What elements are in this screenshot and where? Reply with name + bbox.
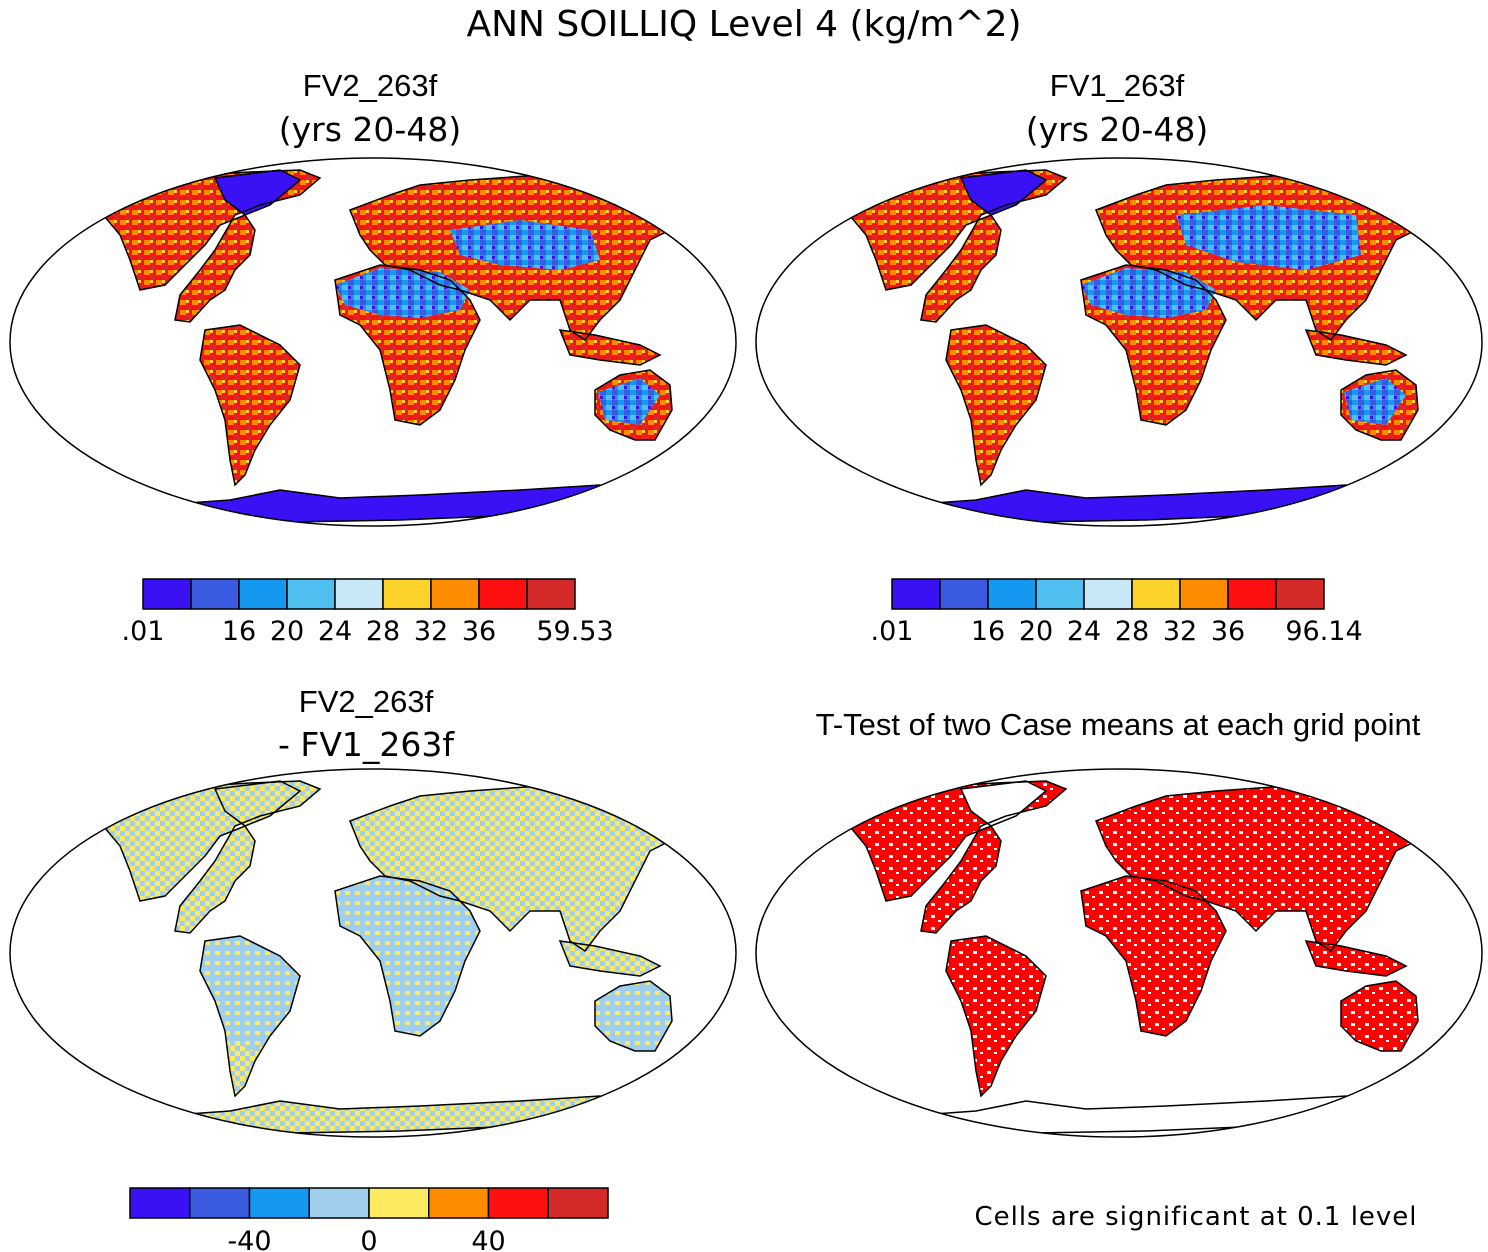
colorbar-swatch xyxy=(286,578,336,610)
colorbar-fv1: .01 16 20 24 28 32 36 96.14 xyxy=(871,578,1363,647)
colorbar-swatch xyxy=(1179,578,1229,610)
figure-title: ANN SOILLIQ Level 4 (kg/m^2) xyxy=(466,4,1021,45)
greenland-frozen xyxy=(215,170,300,215)
colorbar-tick-label: 59.53 xyxy=(536,616,613,647)
colorbar-tick-label: 36 xyxy=(462,616,496,647)
colorbar-tick-label: 32 xyxy=(414,616,448,647)
sahara-dry-region xyxy=(335,268,470,318)
antarctica-nonsignificant xyxy=(901,1096,1356,1133)
colorbar-swatch xyxy=(1083,578,1133,610)
antarctica-frozen xyxy=(155,485,610,522)
south-america-negative-region xyxy=(200,936,300,1051)
central-asia-dry-region xyxy=(450,220,600,270)
map-border xyxy=(9,768,737,1138)
colorbar-swatch xyxy=(248,1187,310,1219)
colorbar-tick-label: 20 xyxy=(1019,616,1053,647)
colorbar-difference: -40 0 40 xyxy=(129,1187,609,1252)
colorbar-swatch xyxy=(382,578,432,610)
colorbar-tick-label: 16 xyxy=(222,616,256,647)
panel-subtitle: - FV1_263f xyxy=(278,725,455,764)
africa-negative-region xyxy=(335,876,480,1036)
colorbar-swatch xyxy=(1275,578,1325,610)
panel-title: FV2_263f xyxy=(303,68,438,103)
colorbar-tick-label: 28 xyxy=(366,616,400,647)
colorbar-swatch xyxy=(428,1187,490,1219)
colorbar-swatch xyxy=(891,578,941,610)
colorbar-tick-label: 32 xyxy=(1163,616,1197,647)
sahara-dry-region xyxy=(1081,268,1216,318)
greenland-nonsignificant xyxy=(961,781,1046,826)
colorbar-swatch xyxy=(487,1187,549,1219)
colorbar-tick-label: 24 xyxy=(1067,616,1101,647)
panel-subtitle: (yrs 20-48) xyxy=(1026,110,1208,149)
colorbar-swatch xyxy=(368,1187,430,1219)
significance-note: Cells are significant at 0.1 level xyxy=(974,1202,1417,1232)
map-border xyxy=(755,157,1483,527)
panel-difference-map: FV2_263f - FV1_263f xyxy=(9,684,737,1138)
colorbar-tick-label: 0 xyxy=(360,1226,377,1252)
panel-title: FV2_263f xyxy=(299,684,434,719)
australia-negative-region xyxy=(595,981,672,1051)
panel-subtitle: (yrs 20-48) xyxy=(279,110,461,149)
colorbar-swatch xyxy=(1131,578,1181,610)
colorbar-swatch xyxy=(142,578,192,610)
colorbar-tick-label: -40 xyxy=(227,1226,271,1252)
colorbar-tick-label: 24 xyxy=(318,616,352,647)
panel-fv1-map: FV1_263f (yrs 20-48) xyxy=(755,68,1483,527)
panel-title: FV1_263f xyxy=(1050,68,1185,103)
colorbar-swatch xyxy=(939,578,989,610)
central-asia-dry-region xyxy=(1176,205,1361,270)
colorbar-tick-label: .01 xyxy=(871,616,914,647)
colorbar-swatch xyxy=(526,578,576,610)
colorbar-swatch xyxy=(430,578,480,610)
panel-title: T-Test of two Case means at each grid po… xyxy=(816,707,1421,742)
panel-ttest-map: T-Test of two Case means at each grid po… xyxy=(755,707,1483,1232)
colorbar-tick-label: 20 xyxy=(270,616,304,647)
colorbar-swatch xyxy=(129,1187,191,1219)
antarctica-frozen xyxy=(901,485,1356,522)
colorbar-tick-label: 28 xyxy=(1115,616,1149,647)
map-border xyxy=(9,157,737,527)
colorbar-swatch xyxy=(478,578,528,610)
colorbar-swatch xyxy=(189,1187,251,1219)
colorbar-tick-label: 96.14 xyxy=(1285,616,1362,647)
colorbar-tick-label: 16 xyxy=(971,616,1005,647)
australia-dry-region xyxy=(598,378,660,425)
australia-dry-region xyxy=(1344,378,1406,425)
colorbar-swatch xyxy=(547,1187,609,1219)
colorbar-swatch xyxy=(238,578,288,610)
map-border xyxy=(755,768,1483,1138)
colorbar-tick-label: 40 xyxy=(471,1226,505,1252)
colorbar-swatch xyxy=(334,578,384,610)
colorbar-fv2: .01 16 20 24 28 32 36 59.53 xyxy=(122,578,614,647)
greenland-frozen xyxy=(961,170,1046,215)
colorbar-swatch xyxy=(1035,578,1085,610)
colorbar-tick-label: .01 xyxy=(122,616,165,647)
colorbar-tick-label: 36 xyxy=(1211,616,1245,647)
colorbar-swatch xyxy=(190,578,240,610)
panel-fv2-map: FV2_263f (yrs 20-48) xyxy=(9,68,737,527)
colorbar-swatch xyxy=(987,578,1037,610)
colorbar-swatch xyxy=(1227,578,1277,610)
colorbar-swatch xyxy=(308,1187,370,1219)
